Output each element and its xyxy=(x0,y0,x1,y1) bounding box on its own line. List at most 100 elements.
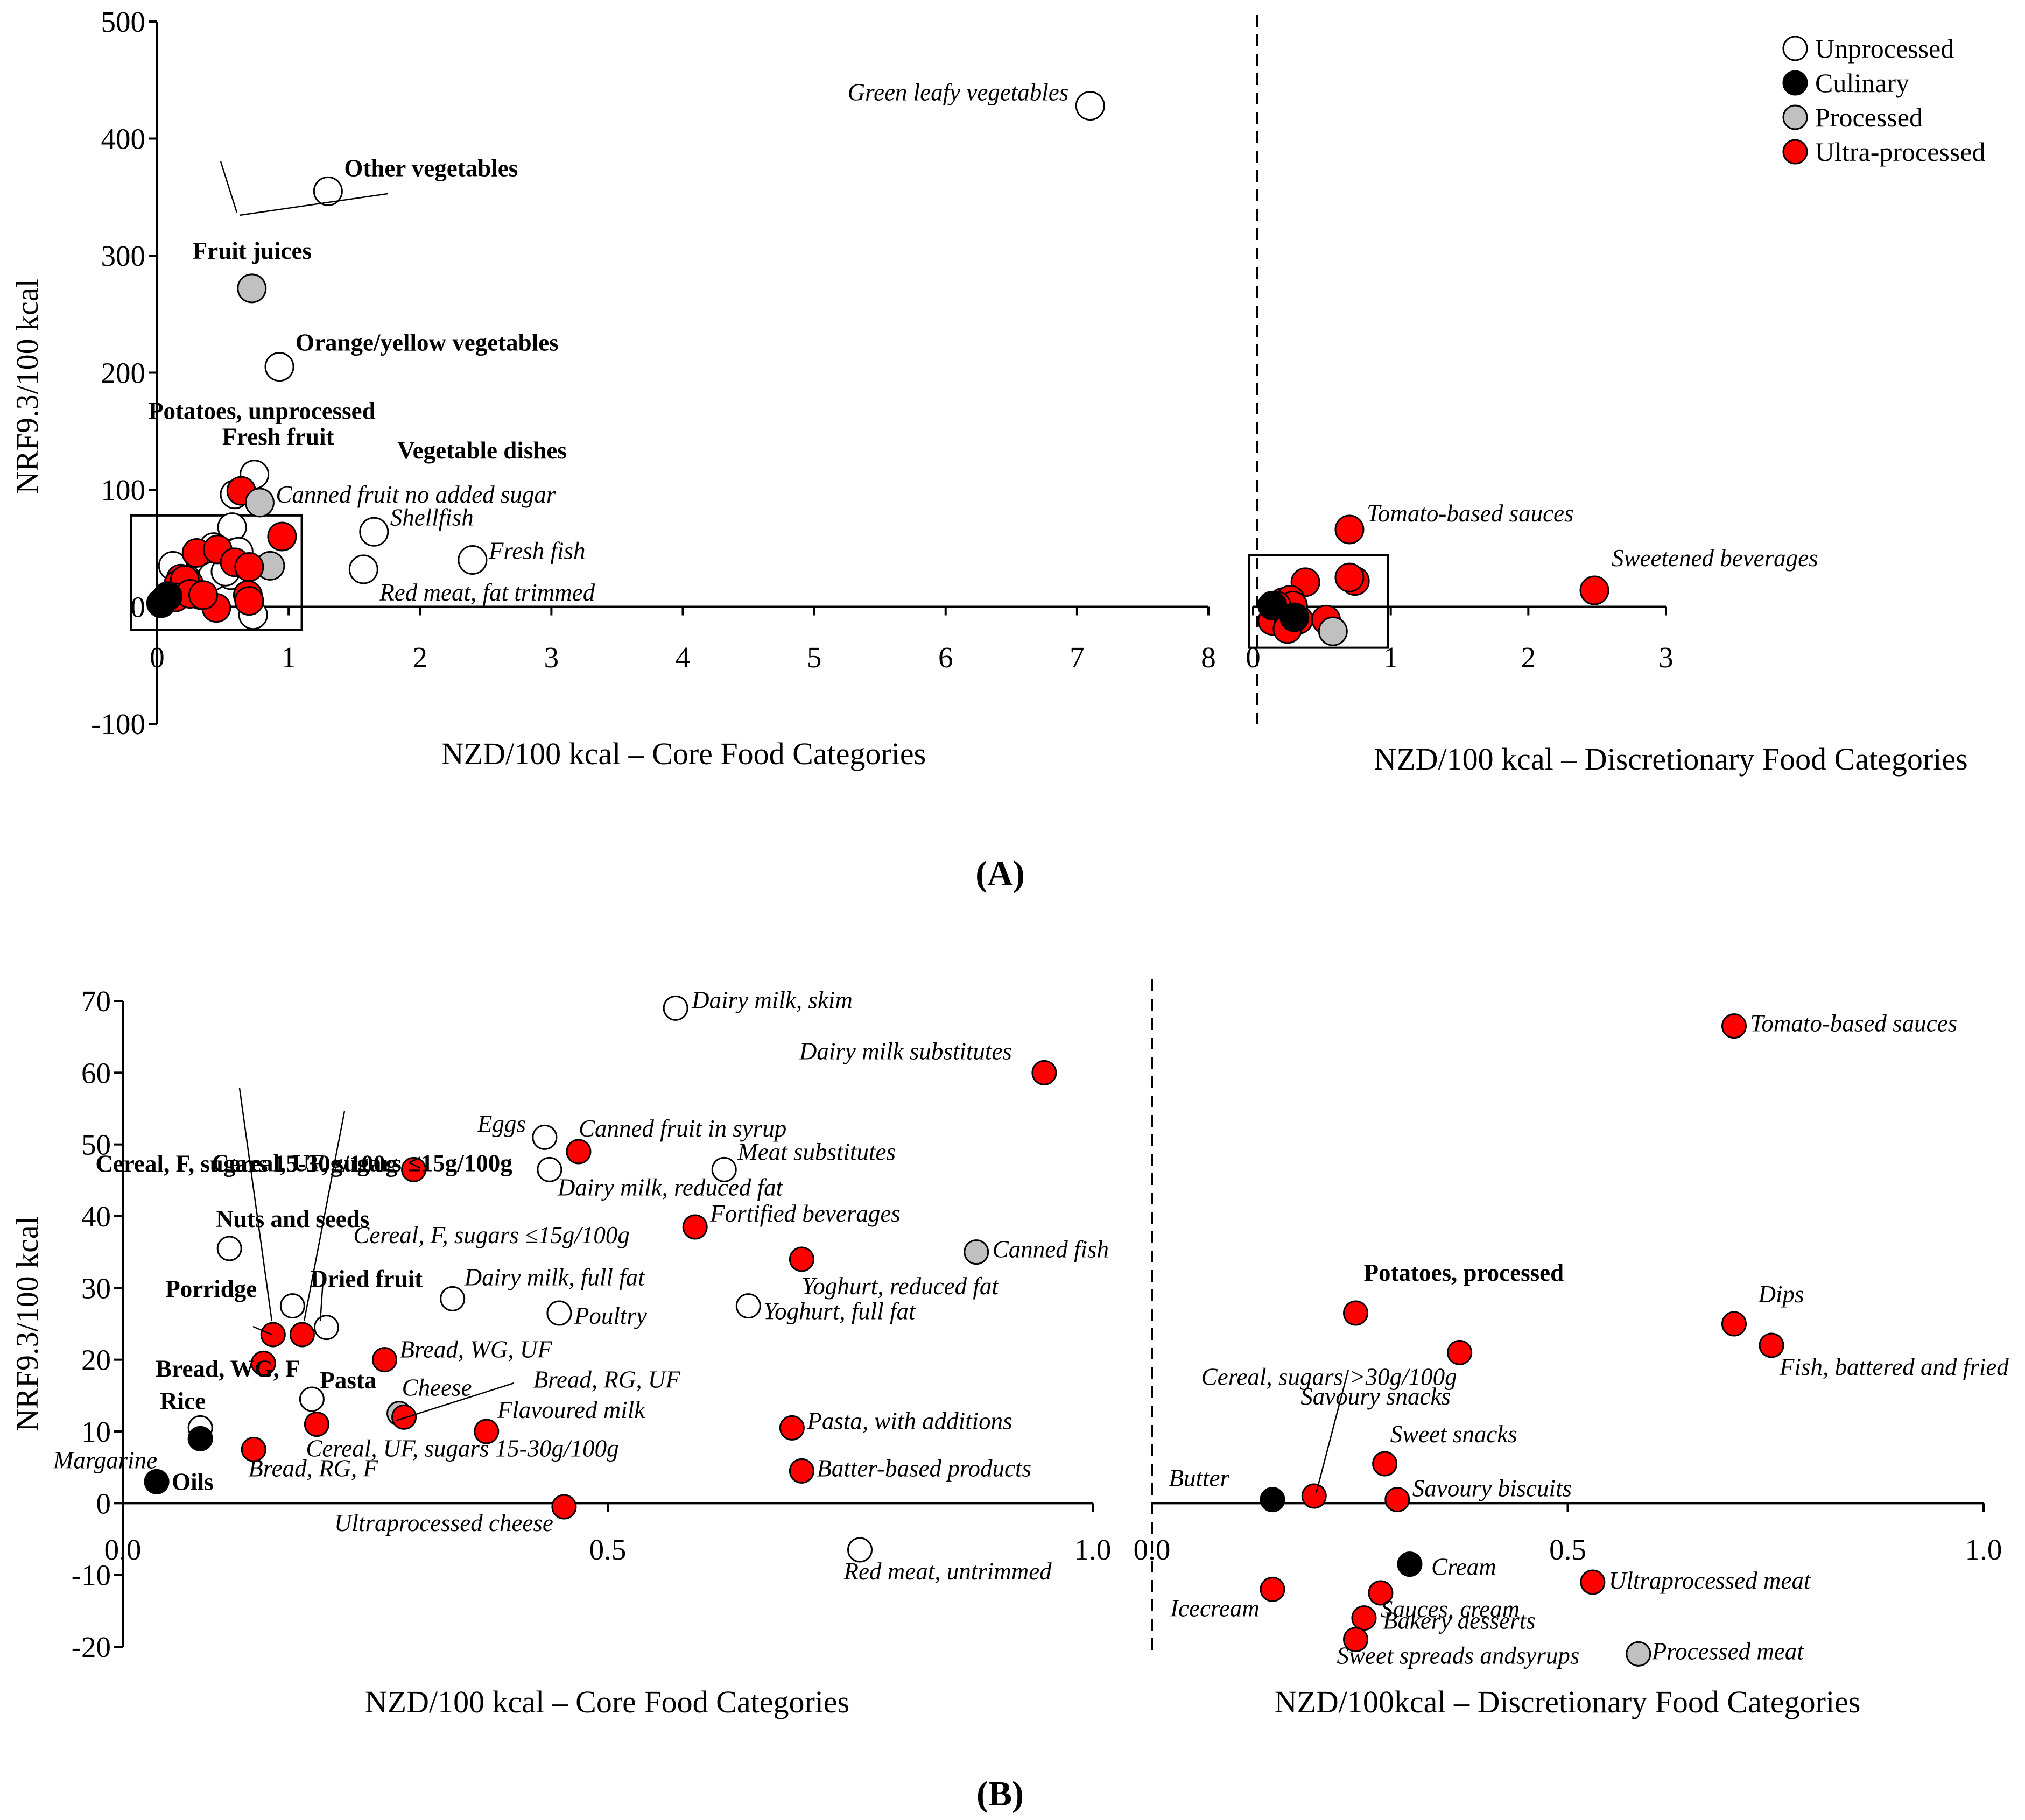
data-point-oils xyxy=(144,1469,170,1494)
y-tick-label: 50 xyxy=(81,1128,111,1161)
legend-marker-culinary xyxy=(1782,70,1808,96)
x-tick-label: 0.0 xyxy=(104,1533,142,1566)
leader-line xyxy=(395,1382,515,1422)
x-tick-label: 5 xyxy=(807,641,822,674)
data-point-savoury-biscuits xyxy=(1384,1487,1410,1513)
point-label-icecream: Icecream xyxy=(1170,1595,1260,1621)
point-label-pasta-with-additions: Pasta, with additions xyxy=(806,1407,1012,1434)
point-label-pasta: Pasta xyxy=(320,1367,376,1394)
data-point-dried-fruit xyxy=(313,1315,339,1341)
y-tick-label: 300 xyxy=(101,239,146,272)
y-tick-label: -20 xyxy=(72,1631,111,1663)
point-label-savoury-biscuits: Savoury biscuits xyxy=(1412,1475,1572,1502)
data-point-potatoes-processed xyxy=(1343,1300,1369,1326)
point-label-eggs: Eggs xyxy=(477,1110,526,1137)
leader-line xyxy=(303,1111,346,1322)
point-label-other-vegetables: Other vegetables xyxy=(344,154,518,181)
y-tick-label: 10 xyxy=(81,1415,111,1448)
point-label-sweet-spreads-andsyrups: Sweet spreads andsyrups xyxy=(1337,1642,1580,1669)
point-label-red-meat-untrimmed: Red meat, untrimmed xyxy=(843,1558,1052,1585)
data-point-fish-battered-and-fried xyxy=(1759,1332,1784,1358)
data-point-eggs xyxy=(532,1124,558,1150)
point-label-cream: Cream xyxy=(1431,1554,1496,1581)
data-point-dairy-milk-reduced-fat xyxy=(537,1156,562,1182)
x-tick-label: 0.5 xyxy=(1549,1533,1586,1566)
panel-a: -100 0 100 200 300 400 500 NRF9.3/100 kcal 0 1 2 3 4… xyxy=(10,5,1968,777)
data-point-sweet-snacks xyxy=(1372,1451,1398,1477)
data-point-processed-meat xyxy=(1626,1641,1651,1667)
point-label-poultry: Poultry xyxy=(574,1302,647,1329)
data-point-other-vegetables xyxy=(313,176,343,206)
data-point-nuts-and-seeds xyxy=(216,1236,242,1261)
data-point-butter xyxy=(1260,1487,1285,1513)
data-point-fortified-beverages xyxy=(682,1214,708,1240)
data-point-tomato-based-sauces xyxy=(1721,1013,1747,1039)
x-tick-label: 0.5 xyxy=(589,1533,627,1566)
point-label-canned-fish: Canned fish xyxy=(993,1236,1109,1263)
zoom-box xyxy=(130,514,303,631)
data-point-yoghurt-full-fat xyxy=(735,1293,761,1319)
data-point-ultraprocessed-cheese xyxy=(551,1494,577,1520)
point-label-tomato-based-sauces: Tomato-based sauces xyxy=(1367,500,1574,527)
x-tick-label: 6 xyxy=(938,641,953,674)
y-tick-label: 400 xyxy=(101,123,146,156)
data-point-sweet-spreads-andsyrups xyxy=(1343,1627,1369,1653)
data-point-icecream xyxy=(1260,1576,1285,1602)
x-tick-label: 1 xyxy=(281,641,296,674)
data-point-fruit-juices xyxy=(237,273,267,304)
y-tick-label: 30 xyxy=(81,1272,111,1304)
point-label-fresh-fish: Fresh fish xyxy=(488,538,586,565)
y-tick-label: 0 xyxy=(131,591,146,624)
data-point-dairy-milk-skim xyxy=(663,995,688,1021)
data-point-savoury-snacks xyxy=(1301,1483,1327,1509)
data-point-sauces-cream xyxy=(1368,1580,1394,1606)
data-point-meat-substitutes xyxy=(711,1156,737,1182)
point-label-canned-fruit-no-added-sugar: Canned fruit no added sugar xyxy=(276,481,556,508)
point-label-margarine: Margarine xyxy=(53,1447,157,1473)
right-x-axis-title: NZD/100kcal – Discretionary Food Categor… xyxy=(1275,1684,1861,1719)
point-label-sweetened-beverages: Sweetened beverages xyxy=(1612,545,1818,572)
data-point xyxy=(234,552,264,582)
data-point xyxy=(1318,616,1348,646)
x-tick-label: 1.0 xyxy=(1965,1533,2002,1566)
point-label-savoury-snacks: Savoury snacks xyxy=(1300,1383,1451,1410)
data-point-bread-wg-f xyxy=(250,1350,276,1376)
point-label-cereal-uf-sugars-15g-100g: Cereal, UF, sugars ≤15g/100g xyxy=(212,1150,512,1177)
point-label-orange-yellow-vegetables: Orange/yellow vegetables xyxy=(296,329,559,356)
data-point-dairy-milk-substitutes xyxy=(1031,1060,1057,1085)
y-tick-label: 20 xyxy=(81,1344,111,1377)
data-point-pasta xyxy=(299,1386,325,1412)
data-point-pasta-with-additions xyxy=(779,1415,805,1441)
point-label-porridge: Porridge xyxy=(165,1275,257,1302)
data-point-dips xyxy=(1721,1311,1747,1337)
leader-line xyxy=(238,1088,273,1322)
data-point-shellfish xyxy=(359,517,389,547)
y-tick-label: -100 xyxy=(91,708,145,740)
data-point-poultry xyxy=(546,1300,572,1326)
data-point-flavoured-milk xyxy=(474,1419,500,1444)
point-label-fortified-beverages: Fortified beverages xyxy=(709,1200,901,1227)
data-point-canned-fruit-in-syrup xyxy=(566,1139,592,1165)
x-tick-label: 1.0 xyxy=(1074,1533,1112,1566)
point-label-red-meat-fat-trimmed: Red meat, fat trimmed xyxy=(379,579,595,606)
point-label-tomato-based-sauces: Tomato-based sauces xyxy=(1750,1010,1958,1037)
data-point-bread-rg-f xyxy=(241,1436,266,1462)
leader-line xyxy=(252,1325,272,1336)
point-label-cereal-f-sugars-15g-100g: Cereal, F, sugars ≤15g/100g xyxy=(353,1222,629,1248)
point-label-dried-fruit: Dried fruit xyxy=(310,1266,423,1293)
data-point-canned-fish xyxy=(964,1239,989,1265)
point-label-batter-based-products: Batter-based products xyxy=(817,1455,1031,1482)
point-label-dairy-milk-reduced-fat: Dairy milk, reduced fat xyxy=(557,1174,784,1201)
y-tick-label: 60 xyxy=(81,1056,111,1089)
point-label-fruit-juices: Fruit juices xyxy=(193,237,312,264)
data-point-red-meat-untrimmed xyxy=(847,1537,873,1563)
data-point xyxy=(267,521,297,552)
point-label-flavoured-milk: Flavoured milk xyxy=(497,1396,646,1423)
point-label-yoghurt-full-fat: Yoghurt, full fat xyxy=(763,1298,916,1325)
point-label-butter: Butter xyxy=(1169,1465,1230,1492)
left-x-axis-title: NZD/100 kcal – Core Food Categories xyxy=(441,736,926,771)
point-label-sauces-cream: Sauces, cream xyxy=(1381,1596,1520,1623)
leader-line xyxy=(239,193,388,216)
y-tick-label: 500 xyxy=(101,5,146,38)
